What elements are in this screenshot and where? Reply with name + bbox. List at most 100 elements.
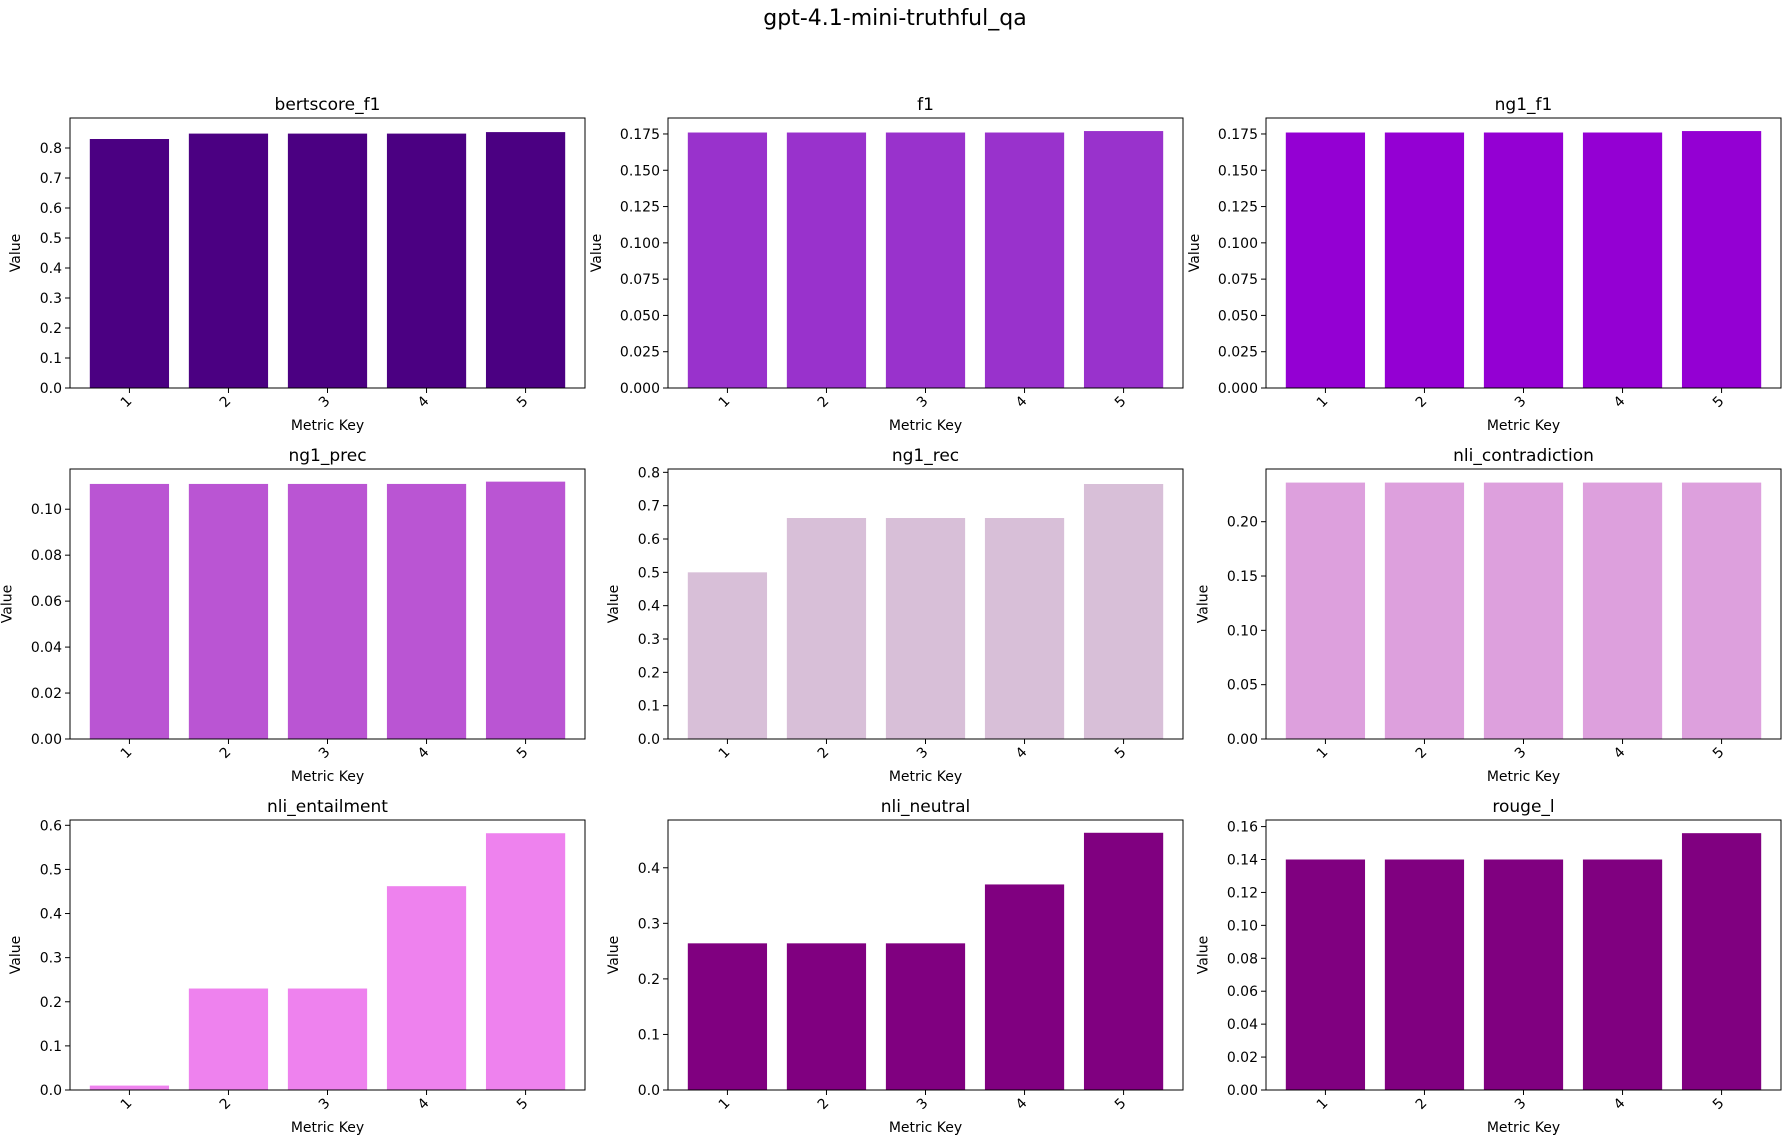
- x-tick-label-nli_entailment: 3: [316, 1095, 334, 1113]
- bar-f1-3: [885, 132, 966, 388]
- y-axis-label-nli_entailment: Value: [8, 936, 24, 974]
- y-tick-label-f1: 0.075: [620, 272, 660, 288]
- y-tick-label-rouge_l: 0.14: [1227, 853, 1258, 869]
- y-axis-label-ng1_prec: Value: [0, 585, 16, 623]
- x-tick-label-ng1_prec: 5: [514, 744, 532, 762]
- subplot-title-ng1_rec: ng1_rec: [892, 446, 959, 466]
- y-tick-label-f1: 0.150: [620, 163, 660, 179]
- y-tick-label-ng1_prec: 0.02: [31, 686, 62, 702]
- bar-ng1_f1-3: [1483, 132, 1564, 388]
- y-tick-label-bertscore_f1: 0.2: [40, 321, 62, 337]
- bar-ng1_f1-1: [1285, 132, 1366, 388]
- y-tick-label-ng1_rec: 0.4: [638, 599, 660, 615]
- y-tick-label-nli_entailment: 0.3: [40, 951, 62, 967]
- y-tick-label-f1: 0.000: [620, 381, 660, 397]
- subplot-title-nli_contradiction: nli_contradiction: [1453, 446, 1594, 466]
- y-tick-label-rouge_l: 0.12: [1227, 885, 1258, 901]
- bar-nli_contradiction-1: [1285, 482, 1366, 739]
- y-tick-label-ng1_rec: 0.8: [638, 465, 660, 481]
- x-axis-label-nli_neutral: Metric Key: [889, 1120, 962, 1136]
- bar-ng1_rec-1: [687, 572, 768, 739]
- bar-ng1_f1-5: [1681, 131, 1762, 388]
- x-tick-label-nli_neutral: 3: [914, 1095, 932, 1113]
- x-tick-label-nli_contradiction: 4: [1611, 744, 1629, 762]
- bar-f1-2: [786, 132, 867, 388]
- y-tick-label-ng1_f1: 0.000: [1218, 381, 1258, 397]
- y-tick-label-nli_entailment: 0.2: [40, 995, 62, 1011]
- x-tick-label-f1: 2: [815, 393, 833, 411]
- y-tick-label-ng1_prec: 0.06: [31, 594, 62, 610]
- y-axis-label-bertscore_f1: Value: [8, 234, 24, 272]
- y-tick-label-ng1_f1: 0.125: [1218, 200, 1258, 216]
- bar-ng1_prec-4: [386, 483, 467, 739]
- y-tick-label-nli_entailment: 0.5: [40, 862, 62, 878]
- y-tick-label-rouge_l: 0.06: [1227, 984, 1258, 1000]
- x-tick-label-rouge_l: 5: [1710, 1095, 1728, 1113]
- x-tick-label-nli_contradiction: 1: [1314, 744, 1332, 762]
- y-tick-label-f1: 0.175: [620, 127, 660, 143]
- x-tick-label-bertscore_f1: 4: [415, 393, 433, 411]
- bar-ng1_prec-2: [188, 483, 269, 739]
- bar-nli_contradiction-3: [1483, 482, 1564, 739]
- y-tick-label-bertscore_f1: 0.1: [40, 351, 62, 367]
- y-tick-label-rouge_l: 0.16: [1227, 820, 1258, 836]
- bar-rouge_l-2: [1384, 859, 1465, 1090]
- bar-ng1_rec-4: [984, 518, 1065, 739]
- y-tick-label-nli_entailment: 0.1: [40, 1039, 62, 1055]
- y-tick-label-nli_entailment: 0.4: [40, 907, 62, 923]
- y-tick-label-ng1_rec: 0.3: [638, 632, 660, 648]
- y-tick-label-rouge_l: 0.02: [1227, 1050, 1258, 1066]
- bar-nli_entailment-5: [485, 833, 566, 1090]
- subplot-title-nli_neutral: nli_neutral: [881, 797, 971, 817]
- bar-ng1_rec-3: [885, 518, 966, 739]
- y-tick-label-ng1_f1: 0.150: [1218, 163, 1258, 179]
- bar-nli_entailment-4: [386, 886, 467, 1090]
- y-tick-label-ng1_rec: 0.5: [638, 565, 660, 581]
- x-tick-label-ng1_rec: 5: [1112, 744, 1130, 762]
- bar-bertscore_f1-3: [287, 133, 368, 388]
- y-tick-label-nli_contradiction: 0.15: [1227, 569, 1258, 585]
- x-tick-label-rouge_l: 3: [1512, 1095, 1530, 1113]
- bar-rouge_l-4: [1582, 859, 1663, 1090]
- x-tick-label-nli_entailment: 4: [415, 1095, 433, 1113]
- bar-nli_neutral-5: [1083, 832, 1164, 1090]
- bar-f1-4: [984, 132, 1065, 388]
- x-tick-label-rouge_l: 2: [1413, 1095, 1431, 1113]
- y-tick-label-rouge_l: 0.00: [1227, 1083, 1258, 1099]
- x-tick-label-ng1_rec: 1: [716, 744, 734, 762]
- bar-ng1_rec-5: [1083, 484, 1164, 739]
- y-tick-label-bertscore_f1: 0.6: [40, 201, 62, 217]
- y-tick-label-nli_contradiction: 0.20: [1227, 515, 1258, 531]
- y-axis-label-rouge_l: Value: [1196, 936, 1212, 974]
- y-tick-label-nli_entailment: 0.6: [40, 818, 62, 834]
- bar-nli_neutral-4: [984, 884, 1065, 1090]
- x-tick-label-f1: 5: [1112, 393, 1130, 411]
- x-tick-label-ng1_f1: 2: [1413, 393, 1431, 411]
- x-tick-label-bertscore_f1: 5: [514, 393, 532, 411]
- x-tick-label-ng1_f1: 5: [1710, 393, 1728, 411]
- x-tick-label-nli_entailment: 5: [514, 1095, 532, 1113]
- y-tick-label-nli_neutral: 0.1: [638, 1027, 660, 1043]
- bar-nli_entailment-2: [188, 988, 269, 1090]
- y-tick-label-nli_neutral: 0.4: [638, 861, 660, 877]
- x-tick-label-bertscore_f1: 2: [217, 393, 235, 411]
- y-tick-label-ng1_prec: 0.10: [31, 502, 62, 518]
- x-tick-label-f1: 1: [716, 393, 734, 411]
- x-axis-label-ng1_prec: Metric Key: [291, 769, 364, 785]
- y-tick-label-f1: 0.025: [620, 345, 660, 361]
- y-tick-label-bertscore_f1: 0.8: [40, 141, 62, 157]
- subplot-title-nli_entailment: nli_entailment: [267, 797, 388, 817]
- x-tick-label-nli_neutral: 5: [1112, 1095, 1130, 1113]
- x-axis-label-rouge_l: Metric Key: [1487, 1120, 1560, 1136]
- x-tick-label-nli_neutral: 1: [716, 1095, 734, 1113]
- y-tick-label-ng1_rec: 0.0: [638, 732, 660, 748]
- subplot-title-ng1_prec: ng1_prec: [288, 446, 366, 466]
- x-tick-label-nli_entailment: 1: [118, 1095, 136, 1113]
- y-tick-label-nli_neutral: 0.2: [638, 972, 660, 988]
- x-axis-label-f1: Metric Key: [889, 418, 962, 434]
- y-tick-label-bertscore_f1: 0.4: [40, 261, 62, 277]
- x-tick-label-ng1_rec: 2: [815, 744, 833, 762]
- bar-ng1_rec-2: [786, 518, 867, 739]
- x-axis-label-ng1_rec: Metric Key: [889, 769, 962, 785]
- x-tick-label-nli_contradiction: 5: [1710, 744, 1728, 762]
